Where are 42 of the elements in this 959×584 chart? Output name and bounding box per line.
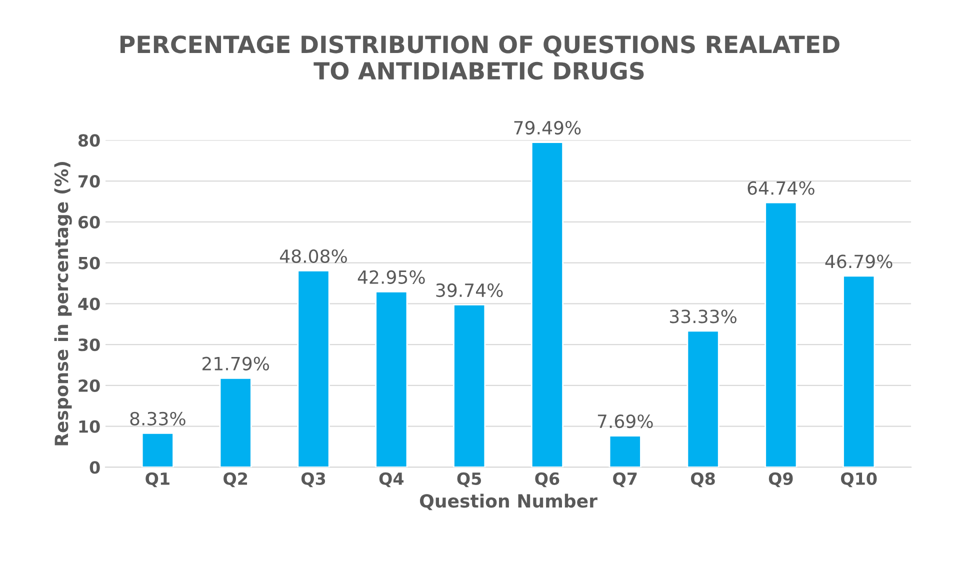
bar: [608, 435, 642, 468]
data-label: 48.08%: [280, 249, 347, 263]
data-label: 21.79%: [202, 356, 270, 370]
x-tick-label: Q6: [535, 472, 560, 488]
bar: [764, 202, 798, 468]
bar: [686, 330, 720, 468]
y-axis-title: Response in percentage (%): [54, 162, 72, 446]
bar: [141, 432, 174, 468]
data-label: 33.33%: [670, 310, 736, 324]
x-tick-label: Q2: [224, 472, 248, 488]
y-tick-label: 30: [78, 338, 100, 352]
bar: [375, 290, 408, 468]
data-label: 8.33%: [130, 412, 186, 426]
data-label: 46.79%: [825, 254, 892, 268]
y-tick-label: 10: [79, 420, 100, 433]
bar: [453, 304, 486, 468]
y-tick-label: 50: [78, 256, 100, 270]
y-tick-label: 70: [78, 175, 100, 188]
bar: [842, 275, 876, 468]
y-tick-label: 0: [90, 461, 100, 474]
x-tick-label: Q7: [613, 472, 637, 488]
x-tick-label: Q4: [379, 472, 404, 488]
data-label: 7.69%: [598, 414, 653, 428]
x-tick-label: Q8: [690, 472, 715, 488]
bar: [297, 270, 330, 468]
x-tick-label: Q3: [301, 472, 326, 488]
y-tick-label: 20: [78, 379, 100, 392]
x-tick-label: Q5: [457, 472, 482, 488]
bar: [530, 142, 564, 468]
y-tick-label: 60: [78, 216, 100, 228]
bar: [219, 377, 252, 468]
x-axis-title: Question Number: [420, 494, 598, 510]
data-label: 79.49%: [514, 120, 581, 135]
data-label: 64.74%: [748, 181, 814, 195]
x-tick-label: Q1: [146, 472, 170, 488]
x-tick-label: Q9: [768, 472, 793, 488]
y-tick-label: 80: [78, 134, 100, 147]
data-label: 42.95%: [358, 270, 425, 284]
data-label: 39.74%: [436, 283, 503, 298]
x-tick-label: Q10: [841, 472, 877, 488]
y-tick-label: 40: [78, 298, 100, 310]
chart-title: PERCENTAGE DISTRIBUTION OF QUESTIONS REALATED TO ANTIDIABETIC DRUGS: [120, 35, 840, 80]
